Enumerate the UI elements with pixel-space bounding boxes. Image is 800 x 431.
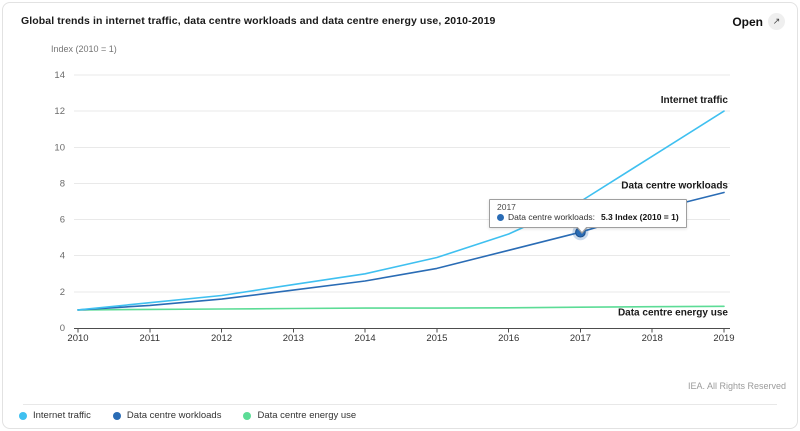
y-tick-label: 6	[60, 215, 65, 226]
legend-dot-icon	[112, 411, 121, 420]
x-tick-label: 2012	[211, 333, 232, 344]
y-tick-label: 2	[60, 287, 65, 298]
line-chart[interactable]: 0 2 4 6 8 10 12 14 2010 2011 2012 2013 2014 2015 2016 2…	[3, 3, 798, 429]
y-tick-label: 14	[54, 70, 65, 81]
legend-item-label: Internet traffic	[33, 410, 91, 421]
x-tick-label: 2010	[67, 333, 88, 344]
x-tick-label: 2019	[713, 333, 734, 344]
x-tick-label: 2014	[355, 333, 376, 344]
open-button-label: Open	[732, 14, 763, 29]
y-axis-unit-label: Index (2010 = 1)	[51, 44, 117, 54]
y-tick-label: 8	[60, 178, 65, 189]
open-button[interactable]: Open ↗	[732, 13, 785, 30]
tooltip-row: Data centre workloads: 5.3 Index (2010 =…	[497, 212, 679, 223]
chart-legend: Internet traffic Data centre workloads D…	[19, 410, 356, 421]
series-dot-icon	[497, 214, 504, 221]
legend-divider	[23, 404, 777, 405]
series-end-label: Data centre workloads	[621, 180, 728, 191]
x-tick-label: 2011	[140, 333, 160, 344]
series-line-internet-traffic	[77, 110, 725, 311]
y-tick-label: 10	[54, 142, 65, 153]
y-tick-label: 12	[54, 106, 65, 117]
legend-dot-icon	[243, 411, 252, 420]
chart-tooltip: 2017 Data centre workloads: 5.3 Index (2…	[489, 199, 687, 234]
legend-item-label: Data centre energy use	[257, 410, 357, 421]
tooltip-series-label: Data centre workloads:	[508, 212, 595, 222]
legend-dot-icon	[19, 411, 27, 420]
series-end-label: Internet traffic	[661, 95, 729, 106]
series-end-label: Data centre energy use	[618, 307, 728, 318]
tooltip-value: 5.3 Index (2010 = 1)	[600, 212, 679, 222]
legend-item-data-centre-energy-use[interactable]: Data centre energy use	[243, 410, 356, 421]
x-tick-label: 2017	[570, 333, 591, 344]
x-tick-label: 2015	[426, 333, 447, 344]
y-tick-label: 0	[60, 323, 65, 334]
x-tick-label: 2018	[642, 333, 663, 344]
legend-item-label: Data centre workloads	[126, 410, 222, 421]
y-tick-label: 4	[60, 251, 65, 262]
series-line-data-centre-energy-use	[77, 305, 725, 311]
x-tick-label: 2016	[498, 333, 519, 344]
x-tick-label: 2013	[283, 333, 304, 344]
copyright-text: IEA. All Rights Reserved	[687, 381, 786, 391]
legend-item-internet-traffic[interactable]: Internet traffic	[19, 410, 91, 421]
external-link-icon: ↗	[768, 13, 785, 30]
page-title: Global trends in internet traffic, data …	[21, 15, 496, 27]
legend-item-data-centre-workloads[interactable]: Data centre workloads	[112, 410, 222, 421]
tooltip-year: 2017	[497, 202, 516, 212]
